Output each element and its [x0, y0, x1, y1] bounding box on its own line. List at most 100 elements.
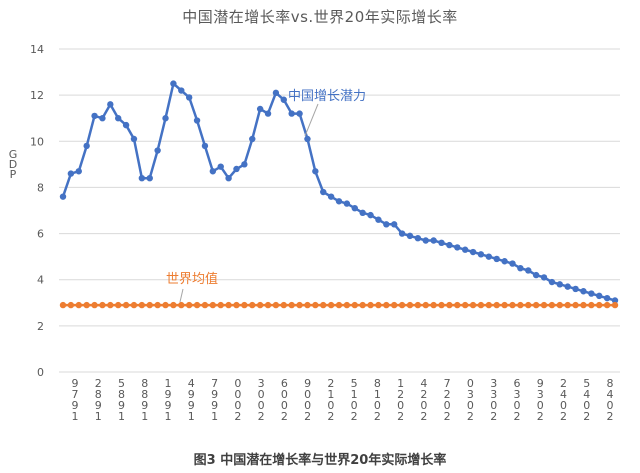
x-tick-char: 2: [560, 410, 567, 423]
figure-caption: 图3 中国潜在增长率与世界20年实际增长率: [193, 453, 447, 468]
x-tick-char: 7: [211, 377, 218, 390]
series-china-potential: [59, 80, 619, 304]
x-tick-char: 0: [304, 399, 311, 412]
x-tick-char: 2: [95, 377, 102, 390]
data-point: [532, 301, 540, 309]
data-point: [233, 301, 240, 309]
data-point: [572, 285, 579, 293]
x-tick-char: 0: [351, 399, 358, 412]
data-point: [406, 301, 414, 309]
data-point: [611, 301, 619, 309]
x-tick-char: 2: [444, 410, 451, 423]
y-tick-label: 14: [30, 43, 44, 56]
x-tick-char: 2: [397, 410, 404, 423]
data-point: [233, 165, 240, 173]
x-tick-char: 0: [467, 377, 474, 390]
data-point: [485, 301, 493, 309]
x-tick-char: 2: [537, 410, 544, 423]
annotation-world: 世界均值: [166, 271, 218, 287]
x-tick-char: 1: [165, 377, 172, 390]
data-point: [185, 94, 193, 101]
data-point: [430, 301, 437, 309]
x-tick-char: 2: [420, 388, 427, 401]
data-point: [241, 161, 248, 168]
data-point: [256, 105, 264, 113]
data-point: [509, 260, 516, 267]
data-point: [383, 221, 390, 228]
x-tick-char: 9: [72, 377, 79, 390]
data-point: [327, 301, 335, 309]
x-tick-char: 0: [234, 399, 241, 412]
series-line: [61, 82, 616, 302]
x-tick-char: 1: [118, 410, 125, 423]
y-tick-label: 4: [37, 274, 44, 287]
data-point: [59, 193, 67, 200]
data-point: [485, 253, 493, 260]
x-tick-labels: 9791289158918891199149917991000230026002…: [72, 377, 614, 423]
data-point: [343, 301, 351, 309]
data-point: [170, 80, 177, 87]
data-point: [201, 142, 209, 150]
x-tick-char: 1: [72, 410, 79, 423]
data-point: [312, 168, 319, 175]
data-point: [83, 142, 90, 150]
x-tick-char: 0: [258, 388, 265, 401]
data-point: [217, 163, 224, 170]
data-point: [304, 301, 311, 309]
grid-lines: [59, 48, 620, 373]
x-tick-char: 9: [211, 388, 218, 401]
data-point: [130, 301, 138, 309]
x-tick-char: 8: [118, 388, 125, 401]
x-tick-char: 9: [537, 377, 544, 390]
x-tick-char: 3: [467, 388, 474, 401]
data-point: [217, 301, 224, 309]
data-point: [454, 244, 461, 251]
data-point: [272, 89, 280, 97]
y-tick-label: 0: [37, 366, 44, 379]
data-point: [241, 301, 248, 309]
data-point: [115, 115, 122, 122]
leader-line-world: [179, 288, 184, 303]
data-point: [422, 301, 429, 309]
data-point: [146, 301, 153, 309]
data-point: [398, 301, 406, 309]
data-point: [288, 110, 295, 117]
data-point: [201, 301, 209, 309]
x-tick-char: 7: [444, 377, 451, 390]
data-point: [351, 301, 358, 309]
y-tick-label: 6: [37, 228, 44, 241]
x-tick-char: 2: [490, 410, 497, 423]
x-tick-char: 0: [234, 388, 241, 401]
data-point: [461, 246, 469, 253]
data-point: [178, 301, 185, 309]
x-tick-char: 5: [351, 377, 358, 390]
data-point: [312, 301, 319, 309]
x-tick-char: 0: [607, 399, 614, 412]
data-point: [603, 301, 611, 309]
data-point: [525, 301, 532, 309]
data-point: [162, 115, 169, 122]
x-tick-char: 2: [467, 410, 474, 423]
data-point: [367, 211, 374, 219]
x-tick-char: 8: [374, 377, 381, 390]
x-tick-char: 2: [607, 410, 614, 423]
data-point: [256, 301, 264, 309]
x-tick-char: 3: [513, 388, 520, 401]
data-point: [509, 301, 516, 309]
data-point: [107, 101, 114, 108]
data-point: [446, 241, 453, 249]
data-point: [501, 258, 508, 265]
x-tick-char: 0: [281, 399, 288, 412]
data-point: [138, 175, 146, 182]
data-point: [91, 112, 98, 120]
